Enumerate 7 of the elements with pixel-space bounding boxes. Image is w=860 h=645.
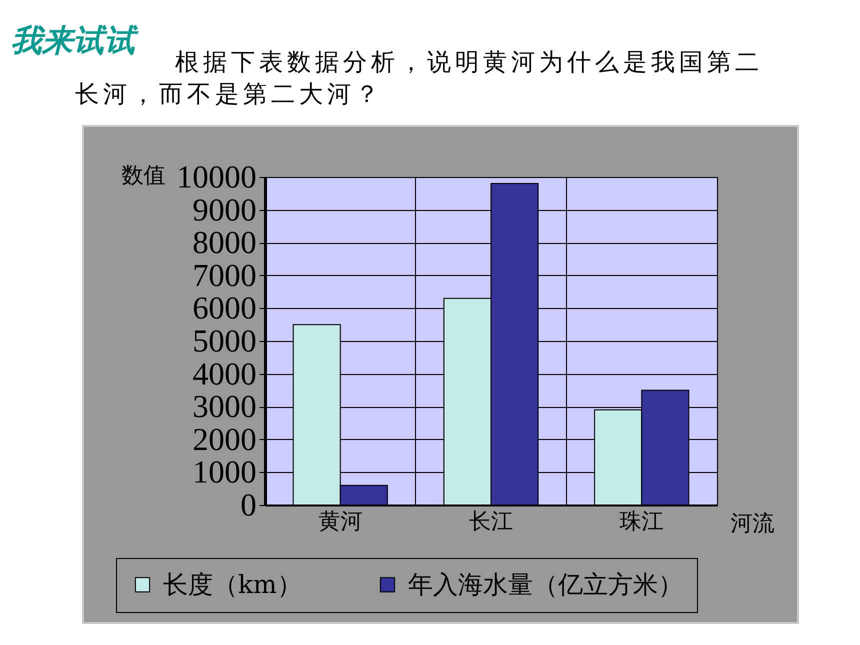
x-tick-label: 黄河 [318,510,362,534]
legend-label: 长度（km） [163,570,302,599]
x-tick-label: 珠江 [620,510,664,534]
x-axis-title: 河流 [730,512,774,536]
x-tick-label: 长江 [469,510,513,534]
legend-label: 年入海水量（亿立方米） [408,570,683,599]
y-axis-title: 数值 [122,164,166,188]
